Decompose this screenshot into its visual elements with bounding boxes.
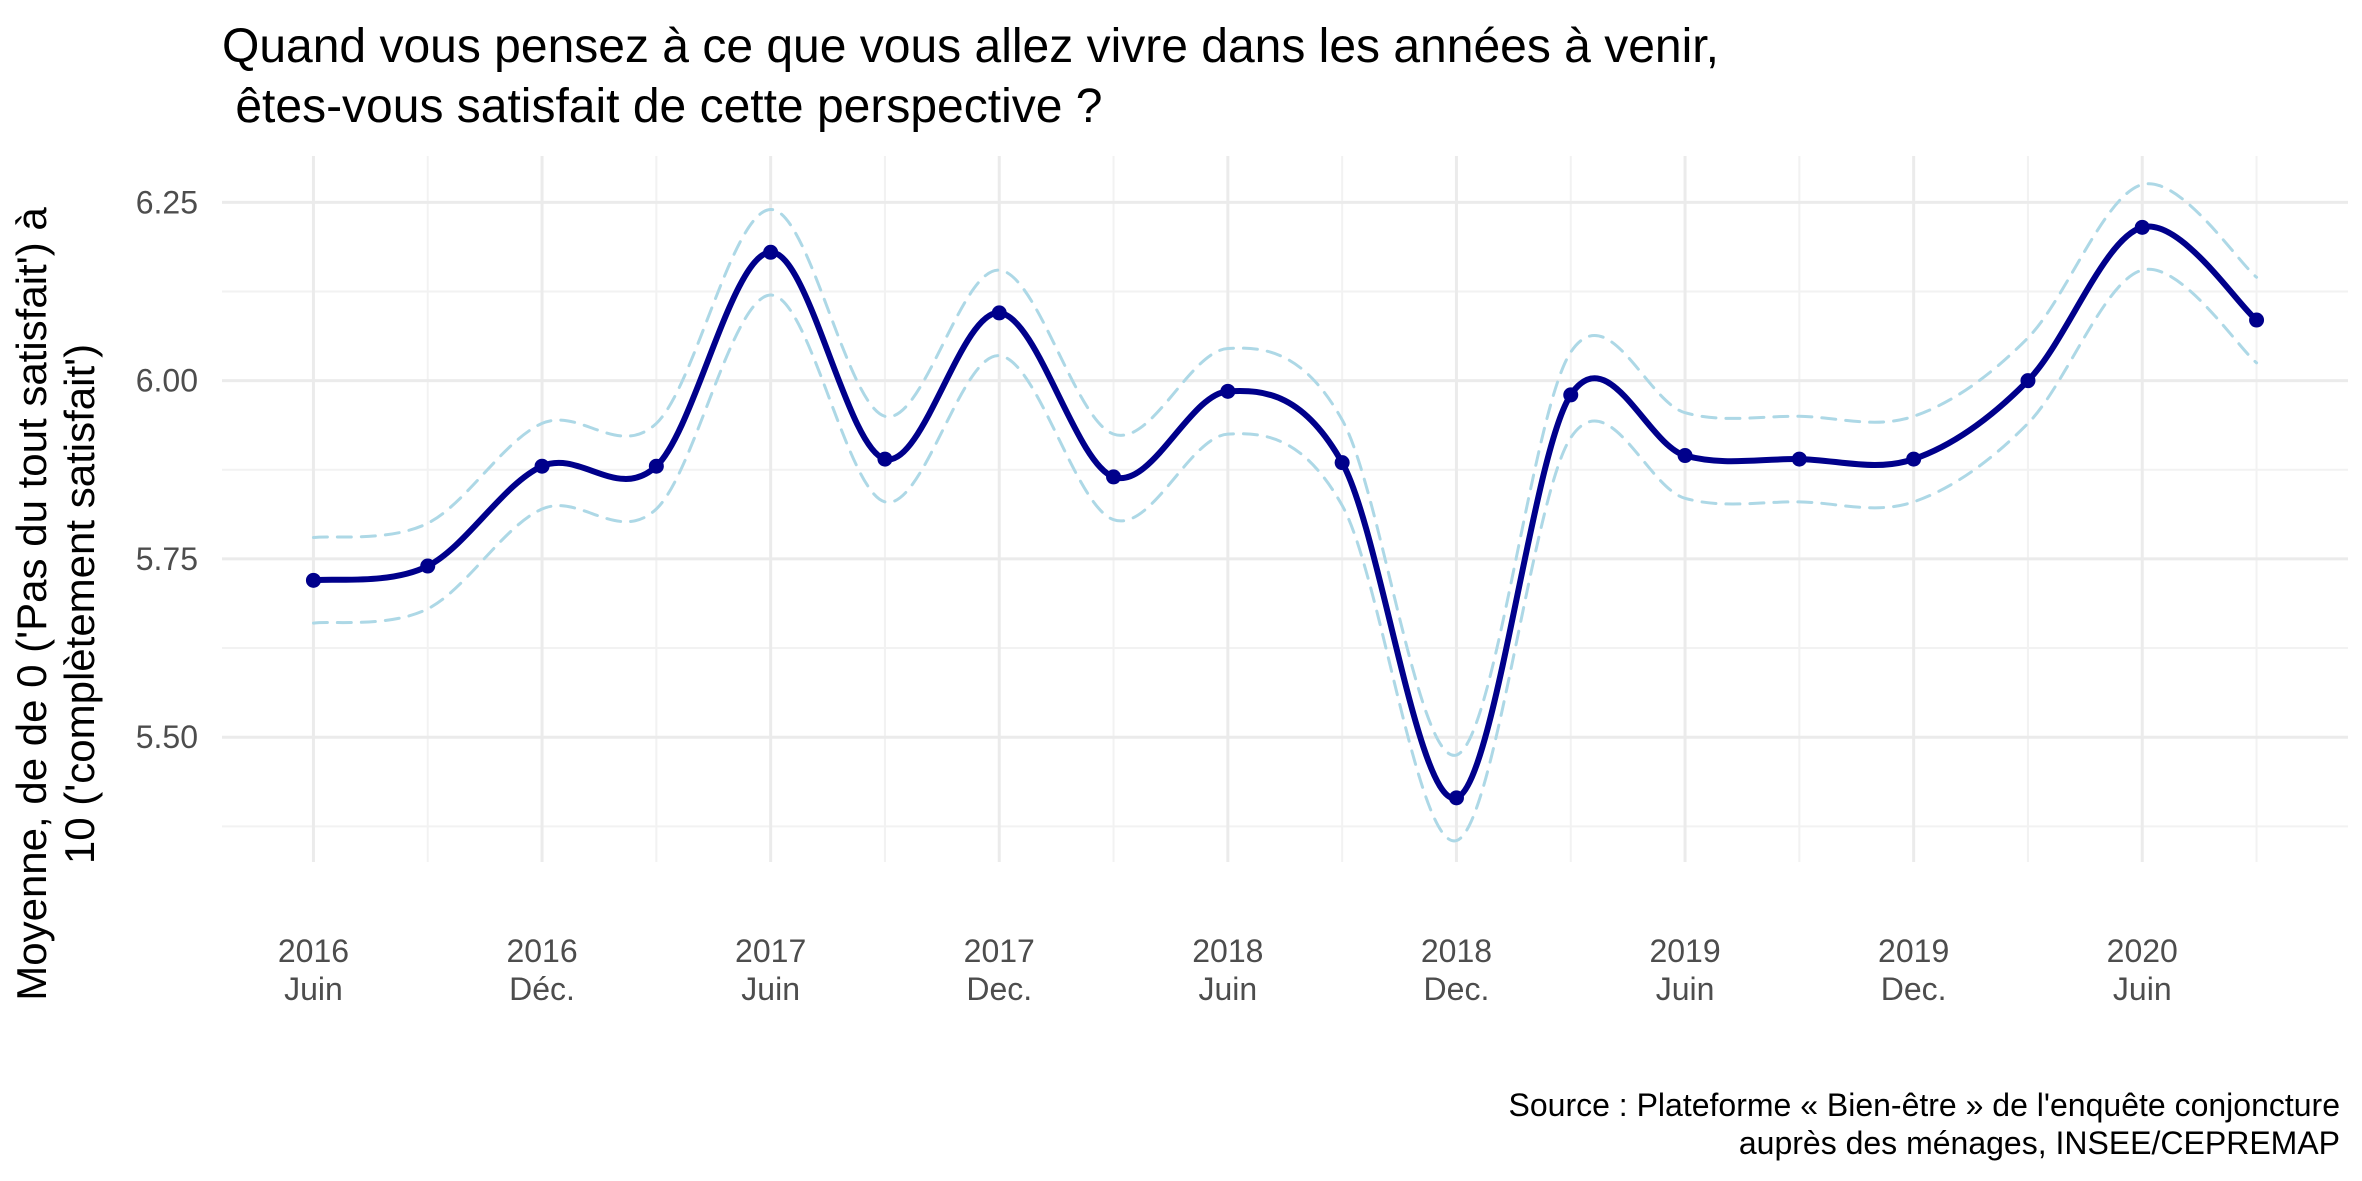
chart-title-line-1: Quand vous pensez à ce que vous allez vi… [222, 20, 1719, 73]
mean-point [877, 451, 893, 467]
x-tick-period: Dec. [1881, 971, 1947, 1007]
y-tick-label: 5.50 [136, 719, 198, 755]
mean-point [1220, 383, 1236, 399]
y-axis-label: Moyenne, de de 0 ('Pas du tout satisfait… [8, 207, 103, 1001]
x-tick-period: Juin [2113, 971, 2172, 1007]
x-tick-year: 2016 [506, 933, 577, 969]
x-tick-period: Juin [284, 971, 343, 1007]
mean-point [1677, 448, 1693, 464]
x-axis-ticks: 2016Juin2016Déc.2017Juin2017Dec.2018Juin… [278, 933, 2178, 1007]
x-tick-year: 2018 [1421, 933, 1492, 969]
lower-bound-line [311, 267, 2259, 843]
x-tick-year: 2018 [1192, 933, 1263, 969]
x-tick-period: Dec. [966, 971, 1032, 1007]
y-tick-label: 6.00 [136, 363, 198, 399]
mean-point [763, 244, 779, 260]
chart-title-line-2: êtes-vous satisfait de cette perspective… [222, 80, 1102, 133]
mean-point [1906, 451, 1922, 467]
mean-point [2134, 219, 2150, 235]
x-tick-year: 2016 [278, 933, 349, 969]
y-tick-label: 5.75 [136, 541, 198, 577]
x-tick-period: Juin [741, 971, 800, 1007]
mean-point [2249, 312, 2265, 328]
x-tick-period: Dec. [1424, 971, 1490, 1007]
mean-point [1334, 455, 1350, 471]
x-tick-year: 2020 [2107, 933, 2178, 969]
x-tick-period: Juin [1656, 971, 1715, 1007]
y-axis-label-line-1: Moyenne, de de 0 ('Pas du tout satisfait… [8, 207, 55, 1001]
mean-point [1791, 451, 1807, 467]
mean-point [305, 572, 321, 588]
source-caption-line-1: Source : Plateforme « Bien-être » de l'e… [1509, 1087, 2341, 1123]
mean-point [648, 458, 664, 474]
mean-point [420, 558, 436, 574]
x-tick-year: 2019 [1878, 933, 1949, 969]
mean-point [534, 458, 550, 474]
x-tick-year: 2017 [964, 933, 1035, 969]
x-tick-period: Juin [1198, 971, 1257, 1007]
mean-line [310, 223, 2260, 801]
y-tick-label: 6.25 [136, 184, 198, 220]
x-tick-year: 2019 [1649, 933, 1720, 969]
series-layer [305, 182, 2265, 843]
mean-point [1448, 790, 1464, 806]
upper-bound-line [311, 182, 2259, 757]
mean-point [1563, 387, 1579, 403]
y-axis-ticks: 5.50 5.75 6.00 6.25 [136, 184, 198, 755]
x-tick-period: Déc. [509, 971, 575, 1007]
gridlines [222, 156, 2348, 862]
x-tick-year: 2017 [735, 933, 806, 969]
source-caption-line-2: auprès des ménages, INSEE/CEPREMAP [1739, 1125, 2340, 1161]
mean-point [1106, 469, 1122, 485]
mean-point [2020, 373, 2036, 389]
mean-point [991, 305, 1007, 321]
y-axis-label-line-2: 10 ('complètement satisfait') [56, 344, 103, 864]
